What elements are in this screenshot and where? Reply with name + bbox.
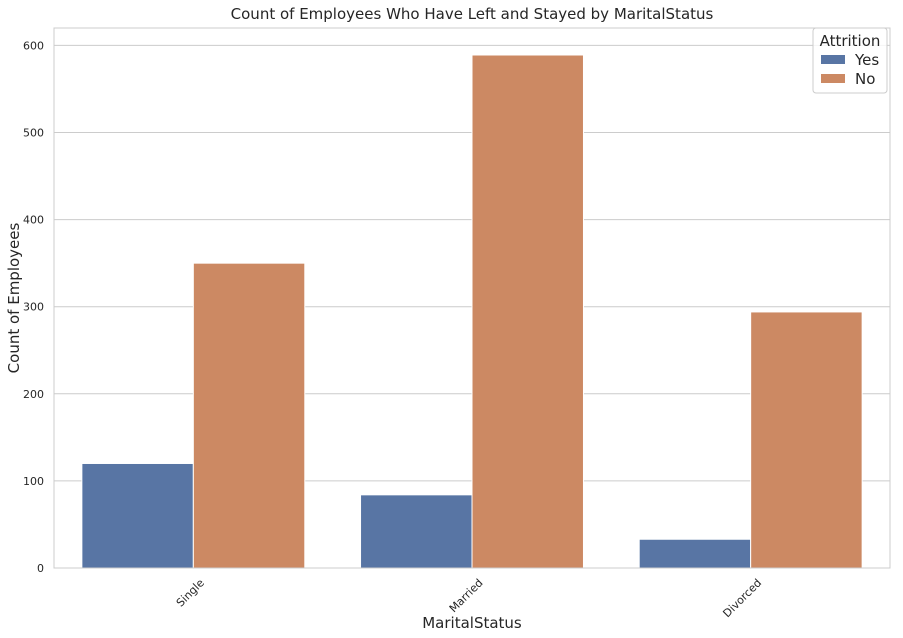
- legend-title: Attrition: [820, 32, 881, 50]
- bar-yes-married: [360, 494, 473, 569]
- x-tick-label: Married: [447, 576, 486, 615]
- bars: [81, 54, 863, 569]
- y-tick-label: 400: [23, 214, 44, 227]
- legend-swatch-yes: [821, 55, 845, 64]
- x-axis-label: MaritalStatus: [422, 614, 522, 632]
- y-tick-label: 200: [23, 388, 44, 401]
- x-tick-label: Divorced: [720, 576, 764, 620]
- y-axis-ticks: 0 100 200 300 400 500 600: [23, 39, 44, 575]
- y-axis-label: Count of Employees: [5, 222, 23, 373]
- legend-label-yes: Yes: [854, 51, 879, 69]
- chart-title: Count of Employees Who Have Left and Sta…: [231, 5, 714, 23]
- bar-yes-single: [81, 462, 194, 569]
- bar-yes-divorced: [638, 538, 752, 569]
- y-tick-label: 100: [23, 475, 44, 488]
- x-tick-label: Single: [174, 576, 207, 609]
- y-tick-label: 600: [23, 39, 44, 52]
- bar-no-divorced: [750, 311, 863, 569]
- plot-frame: [53, 27, 891, 569]
- bar-no-single: [192, 262, 306, 569]
- y-tick-label: 300: [23, 301, 44, 314]
- legend-label-no: No: [855, 70, 875, 88]
- y-tick-label: 0: [37, 562, 44, 575]
- bar-no-married: [471, 54, 584, 569]
- legend-swatch-no: [821, 74, 845, 83]
- y-tick-label: 500: [23, 127, 44, 140]
